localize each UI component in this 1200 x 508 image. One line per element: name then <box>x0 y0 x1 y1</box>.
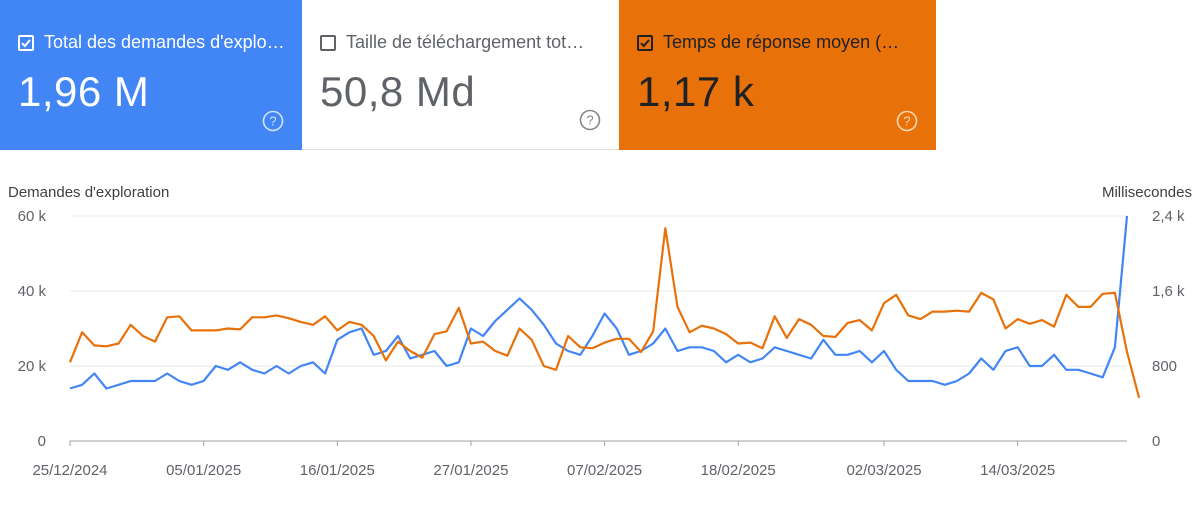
x-tick-label: 02/03/2025 <box>846 462 921 479</box>
x-tick-label: 16/01/2025 <box>300 462 375 479</box>
right-tick-label: 2,4 k <box>1152 208 1185 225</box>
metric-value: 1,96 M <box>18 68 150 115</box>
x-tick-label: 14/03/2025 <box>980 462 1055 479</box>
x-tick-label: 07/02/2025 <box>567 462 642 479</box>
right-tick-label: 1,6 k <box>1152 283 1185 300</box>
help-circle-icon[interactable]: ? <box>579 109 601 131</box>
metric-label: Taille de téléchargement totale <box>346 32 590 52</box>
series-line-total-requests <box>69 215 1129 390</box>
right-axis-title: Millisecondes <box>1102 184 1192 201</box>
crawl-stats-chart[interactable]: Demandes d'exploration Millisecondes 0 0 20 … <box>0 150 1200 508</box>
left-tick-label: 0 <box>38 433 46 450</box>
x-tick-label: 27/01/2025 <box>433 462 508 479</box>
x-tick-label: 25/12/2024 <box>32 462 107 479</box>
svg-text:?: ? <box>903 114 910 129</box>
metric-value: 50,8 Md <box>320 68 476 115</box>
metric-label: Total des demandes d'exploration <box>44 32 288 52</box>
metric-card-response-time[interactable]: Temps de réponse moyen (ms) 1,17 k ? <box>619 0 936 150</box>
metric-cards: Total des demandes d'exploration 1,96 M … <box>0 0 936 150</box>
checkbox-checked-icon[interactable] <box>637 34 653 51</box>
left-tick-label: 20 k <box>18 358 47 375</box>
left-axis-title: Demandes d'exploration <box>8 184 169 201</box>
metric-card-header: Total des demandes d'exploration <box>18 32 288 53</box>
x-tick-label: 18/02/2025 <box>701 462 776 479</box>
metric-card-header: Taille de téléchargement totale <box>320 32 590 53</box>
metric-label: Temps de réponse moyen (ms) <box>663 32 907 52</box>
metric-value: 1,17 k <box>637 68 755 115</box>
right-tick-label: 0 <box>1152 433 1160 450</box>
series-line-response-time <box>68 227 1141 399</box>
x-tick-label: 05/01/2025 <box>166 462 241 479</box>
metric-card-download-size[interactable]: Taille de téléchargement totale 50,8 Md … <box>302 0 619 150</box>
checkbox-checked-icon[interactable] <box>18 34 34 51</box>
left-tick-label: 60 k <box>18 208 47 225</box>
help-circle-icon[interactable]: ? <box>896 110 918 132</box>
left-tick-label: 40 k <box>18 283 47 300</box>
checkbox-unchecked-icon[interactable] <box>320 34 336 51</box>
svg-text:?: ? <box>269 114 276 129</box>
metric-card-header: Temps de réponse moyen (ms) <box>637 32 907 53</box>
right-tick-label: 800 <box>1152 358 1177 375</box>
svg-text:?: ? <box>586 113 593 128</box>
metric-card-total-requests[interactable]: Total des demandes d'exploration 1,96 M … <box>0 0 302 150</box>
help-circle-icon[interactable]: ? <box>262 110 284 132</box>
